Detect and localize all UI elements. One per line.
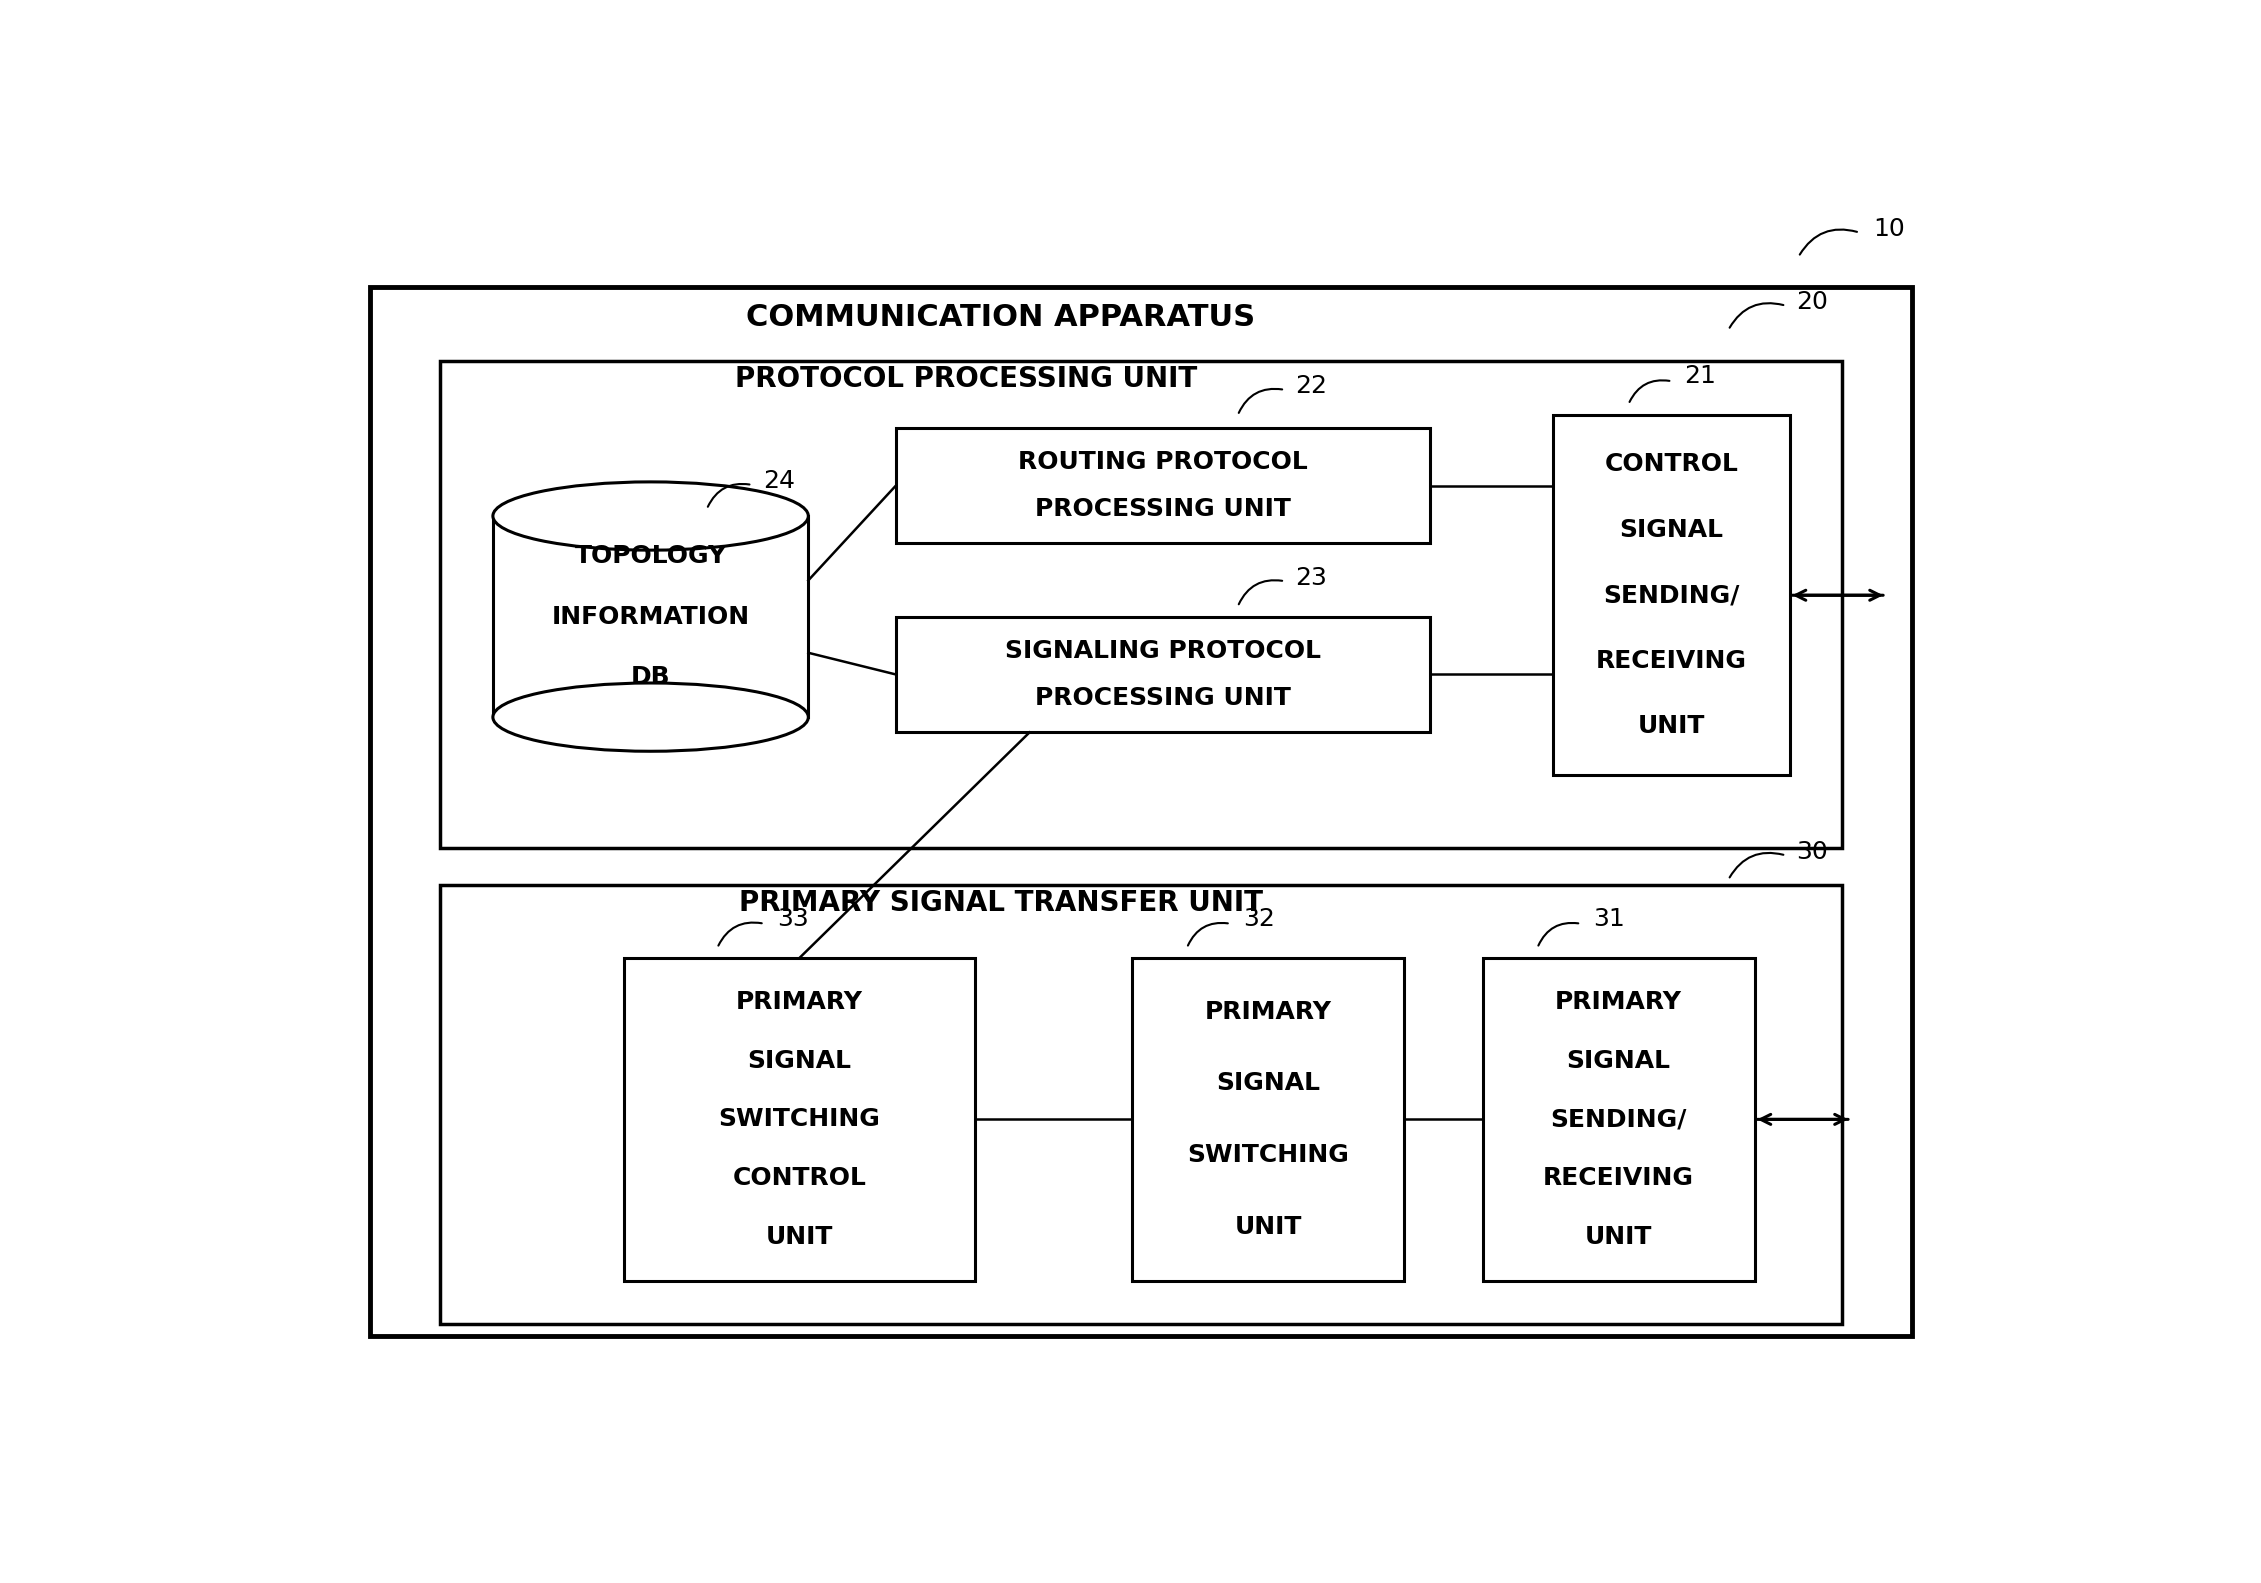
Bar xyxy=(371,288,1913,1336)
Text: COMMUNICATION APPARATUS: COMMUNICATION APPARATUS xyxy=(746,304,1255,332)
Text: 33: 33 xyxy=(778,907,809,931)
Text: SWITCHING: SWITCHING xyxy=(1187,1143,1350,1167)
Text: SENDING/: SENDING/ xyxy=(1551,1108,1687,1132)
Text: DB: DB xyxy=(631,665,672,689)
Text: SENDING/: SENDING/ xyxy=(1603,583,1739,608)
Text: UNIT: UNIT xyxy=(1585,1225,1653,1249)
Bar xyxy=(441,885,1843,1323)
Text: UNIT: UNIT xyxy=(766,1225,834,1249)
Text: RECEIVING: RECEIVING xyxy=(1596,649,1748,673)
Bar xyxy=(1483,958,1755,1281)
Text: SIGNALING PROTOCOL: SIGNALING PROTOCOL xyxy=(1006,640,1320,663)
Bar xyxy=(624,958,974,1281)
Text: 20: 20 xyxy=(1797,290,1829,313)
Text: SIGNAL: SIGNAL xyxy=(1567,1048,1671,1073)
Text: UNIT: UNIT xyxy=(1235,1216,1302,1239)
Text: CONTROL: CONTROL xyxy=(733,1167,866,1190)
Text: PROTOCOL PROCESSING UNIT: PROTOCOL PROCESSING UNIT xyxy=(735,366,1196,393)
Bar xyxy=(1553,415,1791,776)
Text: SIGNAL: SIGNAL xyxy=(748,1048,852,1073)
Text: PROCESSING UNIT: PROCESSING UNIT xyxy=(1036,685,1291,709)
Text: PRIMARY: PRIMARY xyxy=(737,989,864,1015)
Bar xyxy=(493,516,809,717)
Text: PRIMARY: PRIMARY xyxy=(1205,1000,1332,1024)
Text: TOPOLOGY: TOPOLOGY xyxy=(574,545,726,568)
Text: 23: 23 xyxy=(1296,565,1327,589)
Text: SWITCHING: SWITCHING xyxy=(719,1108,880,1132)
Text: 21: 21 xyxy=(1684,364,1716,388)
Text: 10: 10 xyxy=(1874,217,1906,241)
Text: 32: 32 xyxy=(1244,907,1275,931)
Text: INFORMATION: INFORMATION xyxy=(552,605,751,628)
Bar xyxy=(895,617,1431,733)
Bar xyxy=(441,361,1843,848)
Text: PRIMARY: PRIMARY xyxy=(1556,989,1682,1015)
Text: SIGNAL: SIGNAL xyxy=(1619,518,1723,541)
Text: 30: 30 xyxy=(1797,841,1829,864)
Text: SIGNAL: SIGNAL xyxy=(1216,1072,1320,1095)
Text: CONTROL: CONTROL xyxy=(1605,453,1739,476)
Ellipse shape xyxy=(493,481,809,551)
Ellipse shape xyxy=(493,682,809,752)
Text: PROCESSING UNIT: PROCESSING UNIT xyxy=(1036,497,1291,521)
Text: RECEIVING: RECEIVING xyxy=(1544,1167,1693,1190)
Text: PRIMARY SIGNAL TRANSFER UNIT: PRIMARY SIGNAL TRANSFER UNIT xyxy=(739,890,1264,917)
Text: 22: 22 xyxy=(1296,374,1327,399)
Bar xyxy=(1133,958,1404,1281)
Text: UNIT: UNIT xyxy=(1637,714,1705,738)
Text: 31: 31 xyxy=(1594,907,1626,931)
Bar xyxy=(895,427,1431,543)
Text: 24: 24 xyxy=(762,469,796,494)
Text: ROUTING PROTOCOL: ROUTING PROTOCOL xyxy=(1017,451,1309,475)
